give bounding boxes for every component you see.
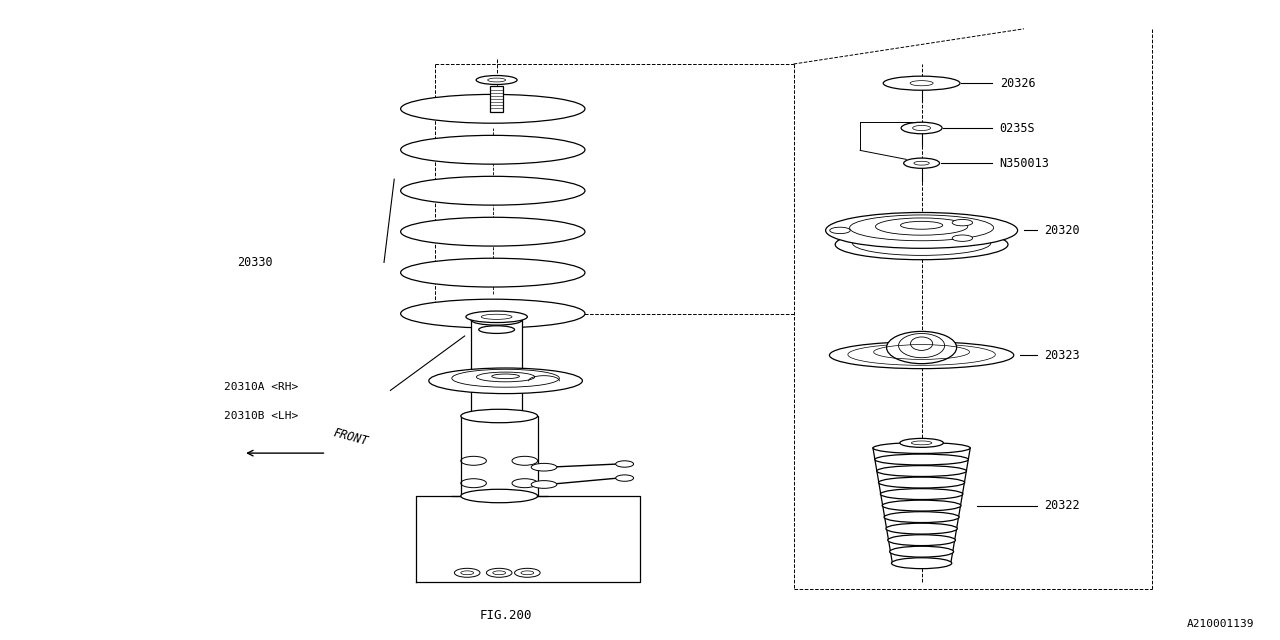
Text: FIG.200: FIG.200: [479, 609, 532, 622]
Bar: [471, 320, 522, 416]
Ellipse shape: [835, 229, 1009, 260]
Ellipse shape: [890, 547, 954, 557]
Ellipse shape: [829, 342, 1014, 369]
Ellipse shape: [891, 558, 952, 569]
Ellipse shape: [476, 76, 517, 84]
Ellipse shape: [882, 500, 961, 511]
Ellipse shape: [884, 512, 959, 522]
Text: 20326: 20326: [1000, 77, 1036, 90]
Ellipse shape: [471, 411, 522, 421]
Ellipse shape: [515, 568, 540, 577]
Ellipse shape: [900, 438, 943, 447]
Ellipse shape: [401, 177, 585, 205]
Ellipse shape: [877, 466, 966, 476]
Ellipse shape: [878, 477, 965, 488]
Bar: [490, 86, 503, 112]
Text: 20310A <RH>: 20310A <RH>: [224, 382, 298, 392]
Ellipse shape: [466, 311, 527, 323]
Ellipse shape: [401, 95, 585, 123]
Ellipse shape: [471, 315, 522, 325]
Bar: [461, 416, 538, 496]
Ellipse shape: [461, 410, 538, 423]
Ellipse shape: [401, 218, 585, 246]
Text: A210001139: A210001139: [1187, 619, 1254, 629]
Ellipse shape: [904, 158, 940, 168]
Text: 20310B <LH>: 20310B <LH>: [224, 411, 298, 421]
Ellipse shape: [401, 136, 585, 164]
Ellipse shape: [461, 490, 538, 503]
Ellipse shape: [952, 220, 973, 226]
Ellipse shape: [429, 368, 582, 394]
Ellipse shape: [486, 568, 512, 577]
Ellipse shape: [616, 475, 634, 481]
Ellipse shape: [874, 454, 969, 465]
Text: 20323: 20323: [1044, 349, 1080, 362]
Ellipse shape: [829, 227, 850, 234]
Ellipse shape: [873, 443, 970, 453]
Text: FRONT: FRONT: [332, 426, 370, 448]
Ellipse shape: [888, 535, 955, 545]
Ellipse shape: [886, 524, 957, 534]
Text: 0235S: 0235S: [1000, 122, 1036, 134]
Ellipse shape: [401, 259, 585, 287]
Ellipse shape: [479, 326, 515, 333]
Text: 20322: 20322: [1044, 499, 1080, 512]
Ellipse shape: [401, 300, 585, 328]
Ellipse shape: [952, 235, 973, 241]
Ellipse shape: [887, 332, 956, 364]
Ellipse shape: [883, 76, 960, 90]
Text: N350013: N350013: [1000, 157, 1050, 170]
Ellipse shape: [826, 212, 1018, 248]
Text: 20330: 20330: [237, 256, 273, 269]
Ellipse shape: [454, 568, 480, 577]
Ellipse shape: [616, 461, 634, 467]
Ellipse shape: [901, 122, 942, 134]
Text: 20320: 20320: [1044, 224, 1080, 237]
Ellipse shape: [531, 463, 557, 471]
Ellipse shape: [531, 481, 557, 488]
Ellipse shape: [881, 489, 963, 500]
